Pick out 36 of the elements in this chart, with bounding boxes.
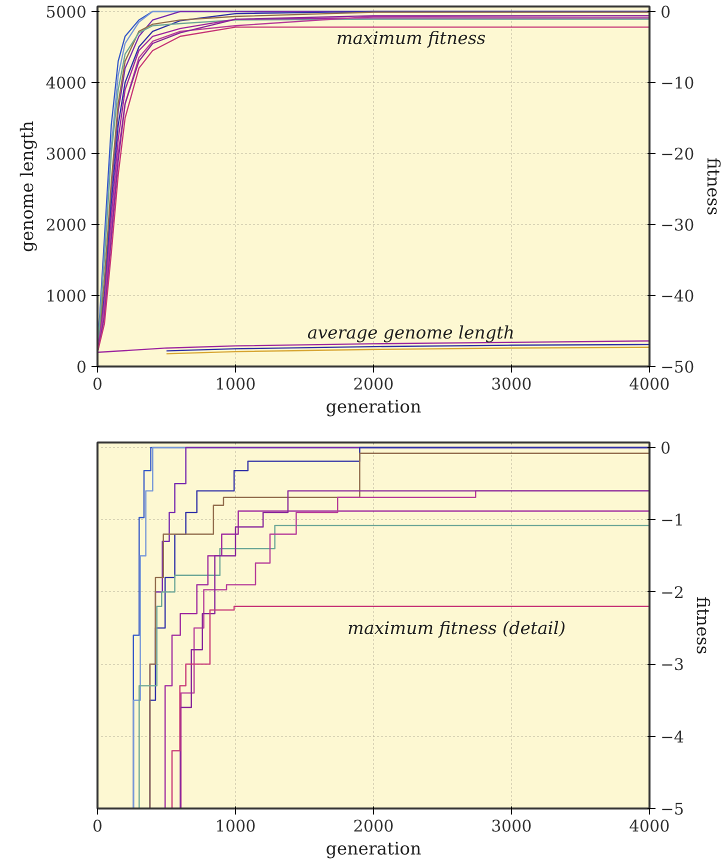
y-tick-label: 3000 bbox=[46, 144, 86, 164]
x-axis-title: generation bbox=[326, 840, 422, 860]
y2-tick-label: 0 bbox=[660, 438, 671, 458]
y2-axis-title: fitness bbox=[692, 596, 712, 654]
y-tick-label: 4000 bbox=[46, 73, 86, 92]
y2-tick-label: −1 bbox=[660, 510, 684, 530]
annotation: maximum fitness (detail) bbox=[348, 619, 566, 640]
y2-tick-label: −4 bbox=[660, 727, 684, 746]
y2-tick-label: −5 bbox=[660, 800, 684, 818]
annotation: maximum fitness bbox=[336, 28, 486, 49]
y-tick-label: 5000 bbox=[46, 2, 86, 22]
x-tick-label: 1000 bbox=[215, 816, 256, 836]
y2-tick-label: −3 bbox=[660, 655, 684, 674]
y-tick-label: 0 bbox=[76, 358, 87, 376]
x-tick-label: 0 bbox=[92, 816, 103, 836]
annotation: average genome length bbox=[307, 324, 515, 344]
x-tick-label: 3000 bbox=[491, 374, 532, 394]
y2-tick-label: −40 bbox=[660, 286, 694, 306]
y-axis-title: genome length bbox=[18, 120, 38, 252]
x-tick-label: 4000 bbox=[629, 816, 670, 836]
y2-tick-label: −10 bbox=[660, 73, 694, 92]
x-tick-label: 1000 bbox=[215, 374, 256, 394]
y-tick-label: 1000 bbox=[46, 286, 86, 306]
y-tick-label: 2000 bbox=[46, 215, 86, 234]
y2-tick-label: −30 bbox=[660, 215, 694, 234]
x-axis-title: generation bbox=[326, 398, 422, 418]
x-tick-label: 2000 bbox=[353, 374, 394, 394]
y2-tick-label: −2 bbox=[660, 582, 684, 602]
x-tick-label: 0 bbox=[92, 374, 103, 394]
y2-tick-label: −20 bbox=[660, 144, 694, 164]
x-tick-label: 3000 bbox=[491, 816, 532, 836]
y2-tick-label: −50 bbox=[660, 358, 694, 376]
x-tick-label: 2000 bbox=[353, 816, 394, 836]
x-tick-label: 4000 bbox=[629, 374, 670, 394]
y2-axis-title: fitness bbox=[702, 158, 722, 216]
y2-tick-label: 0 bbox=[660, 2, 671, 22]
